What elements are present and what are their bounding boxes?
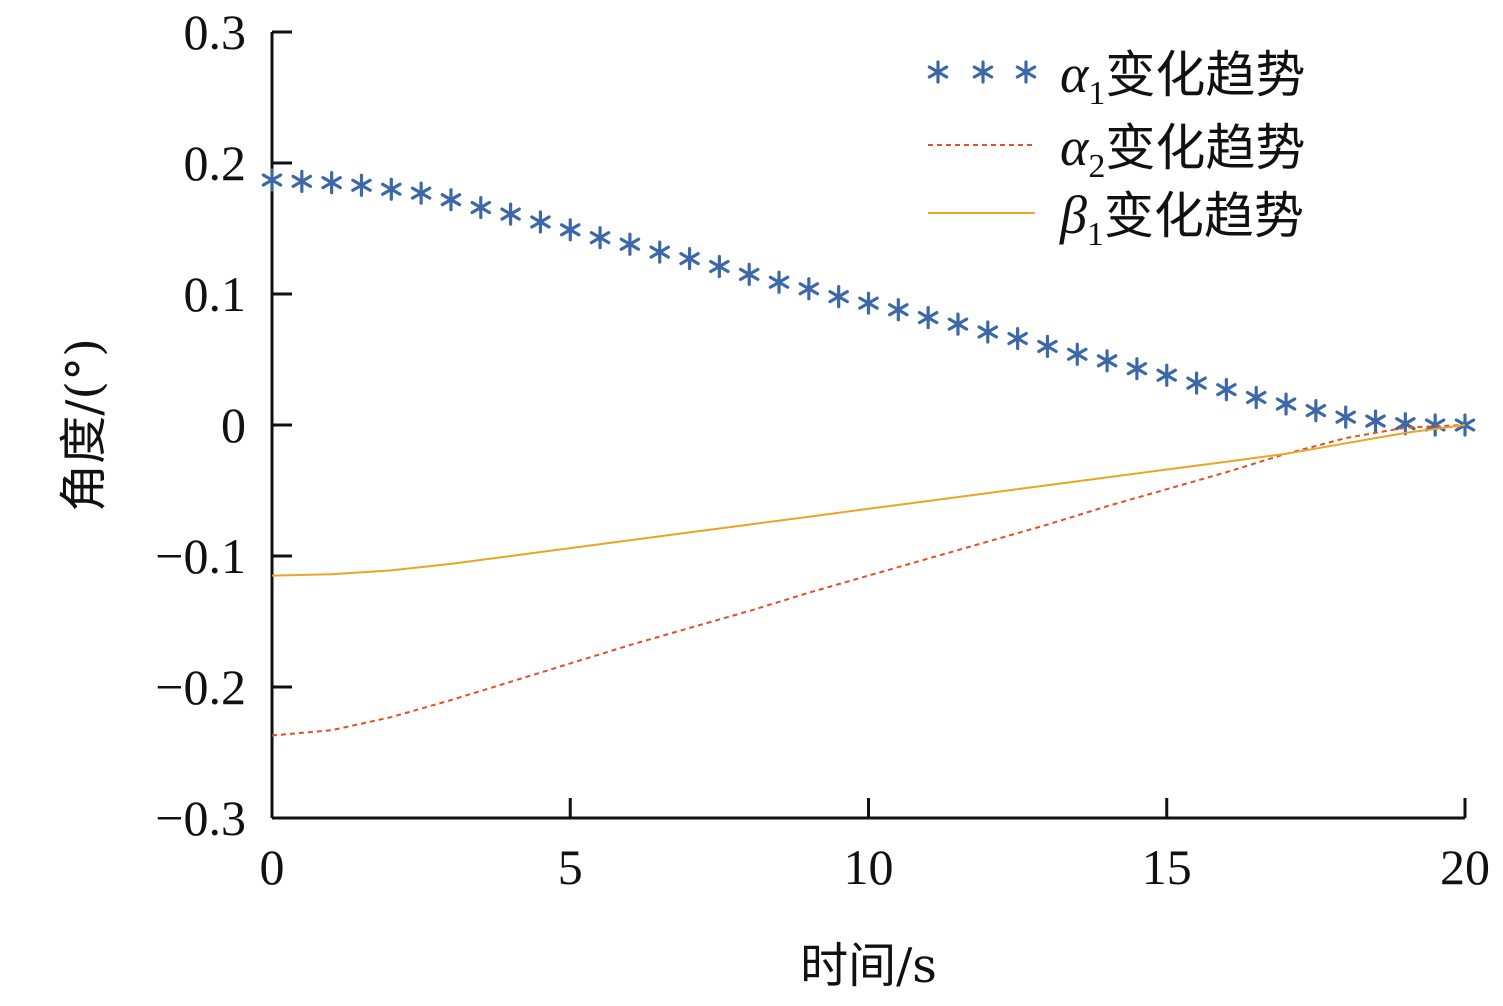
data-point-marker: [410, 181, 432, 205]
data-point-marker: [1216, 378, 1237, 402]
y-tick-label: 0.1: [184, 266, 247, 322]
legend-marker: [927, 60, 949, 84]
data-point-marker: [917, 305, 939, 330]
legend-marker: [972, 60, 994, 84]
x-tick-label: 10: [844, 839, 894, 895]
data-point-marker: [530, 210, 551, 234]
data-point-marker: [947, 312, 969, 336]
data-point-marker: [1126, 357, 1148, 381]
series-line: [271, 424, 1466, 737]
data-point-marker: [619, 232, 641, 256]
data-point-marker: [768, 270, 790, 294]
data-point-marker: [828, 285, 849, 309]
data-point-marker: [858, 291, 879, 315]
data-point-marker: [977, 320, 999, 344]
legend-label: α2变化趋势: [1060, 117, 1305, 185]
series-3: [271, 424, 1466, 577]
data-point-marker: [649, 240, 670, 264]
data-point-marker: [1335, 405, 1356, 429]
y-tick-label: 0.3: [184, 4, 247, 60]
x-tick-label: 5: [558, 839, 583, 895]
series-line: [271, 424, 1466, 577]
data-point-marker: [1245, 385, 1267, 410]
x-tick-label: 15: [1142, 839, 1192, 895]
data-point-marker: [500, 202, 521, 226]
data-point-marker: [1305, 398, 1327, 423]
data-point-marker: [470, 195, 492, 220]
data-point-marker: [291, 169, 313, 193]
data-point-marker: [261, 168, 283, 192]
y-tick-label: −0.1: [155, 528, 246, 584]
axes: 0.30.20.10−0.1−0.2−0.30 5 10 15 20: [155, 4, 1490, 895]
series-layer: [261, 168, 1476, 737]
data-point-marker: [1007, 326, 1028, 351]
data-point-marker: [709, 254, 730, 279]
data-point-marker: [798, 277, 820, 301]
x-tick-label: 20: [1440, 839, 1490, 895]
data-point-marker: [440, 188, 462, 212]
series-1: [261, 168, 1476, 437]
data-point-marker: [888, 298, 909, 322]
x-tick-label: 0: [260, 839, 285, 895]
legend-label: β1变化趋势: [1059, 185, 1304, 253]
legend-marker: [1015, 60, 1037, 84]
data-point-marker: [351, 173, 372, 197]
x-axis-title: 时间/s: [800, 938, 937, 994]
data-point-marker: [1096, 349, 1118, 373]
legend-label: α1变化趋势: [1060, 44, 1305, 112]
data-point-marker: [321, 171, 342, 195]
y-axis-title: 角度/(°): [56, 338, 112, 512]
y-tick-label: −0.3: [155, 790, 246, 846]
data-point-marker: [559, 218, 581, 242]
data-point-marker: [1067, 342, 1088, 366]
y-tick-label: 0.2: [184, 135, 247, 191]
data-point-marker: [1395, 412, 1416, 436]
data-point-marker: [1275, 392, 1297, 416]
data-point-marker: [1156, 363, 1178, 387]
y-tick-label: 0: [221, 397, 246, 453]
legend-item: α1变化趋势: [927, 44, 1305, 112]
data-point-marker: [589, 226, 611, 250]
data-point-marker: [1365, 409, 1386, 433]
series-2: [271, 424, 1466, 737]
legend-item: α2变化趋势: [928, 117, 1305, 185]
data-point-marker: [1186, 371, 1207, 395]
data-point-marker: [1037, 334, 1058, 358]
y-tick-label: −0.2: [155, 659, 246, 715]
legend-item: β1变化趋势: [928, 185, 1304, 253]
data-point-marker: [738, 262, 760, 286]
data-point-marker: [381, 177, 402, 201]
data-point-marker: [679, 247, 700, 271]
data-point-marker: [1424, 413, 1446, 437]
